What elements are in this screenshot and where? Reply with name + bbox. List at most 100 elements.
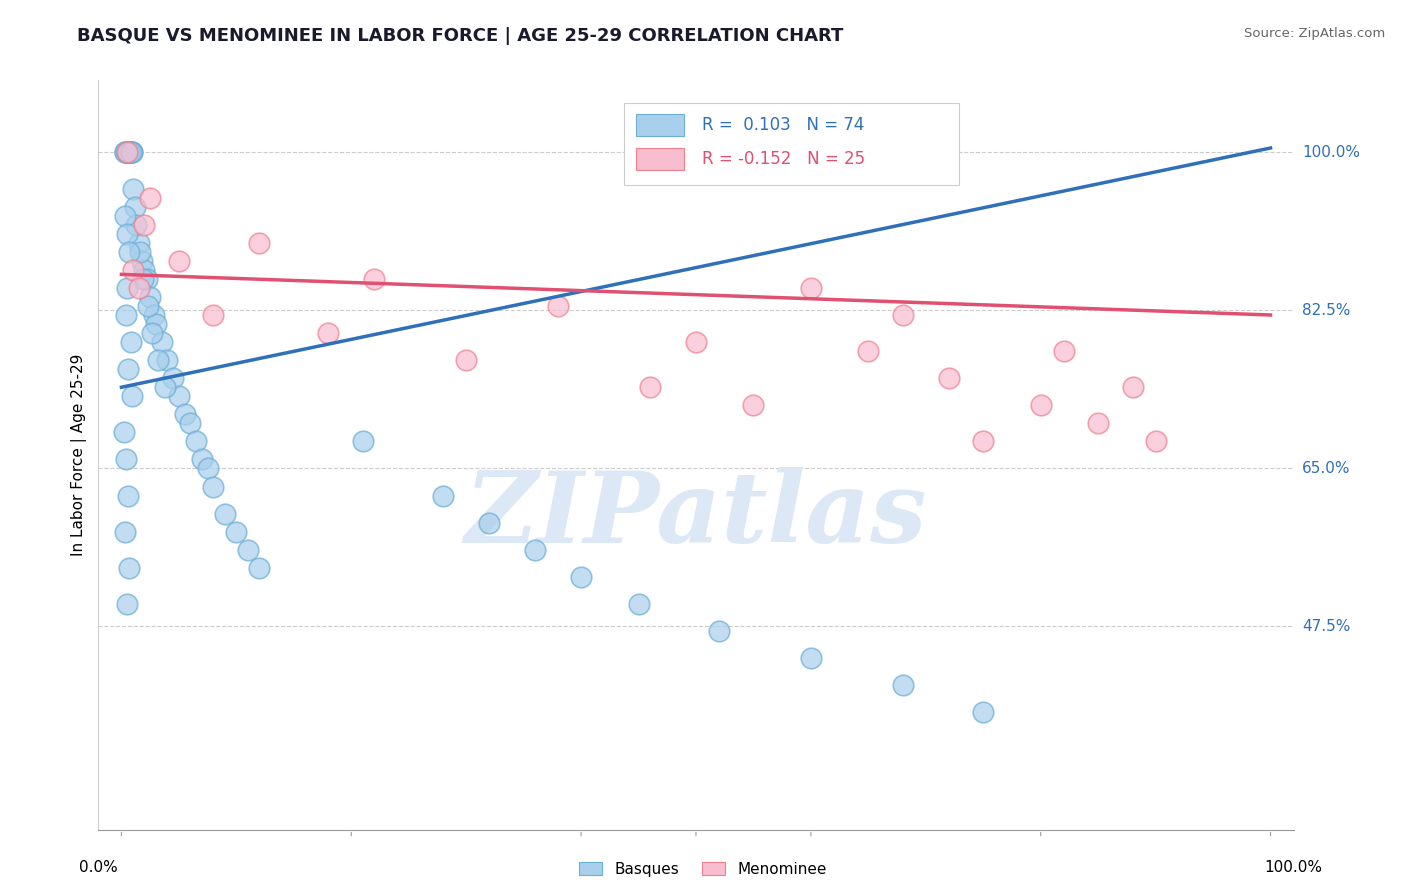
Point (236, 542, 259, 557)
Point (707, 624, 730, 638)
Point (627, 597, 650, 611)
Point (352, 434, 374, 449)
Point (202, 308, 225, 322)
Point (118, 244, 141, 259)
Point (316, 326, 339, 340)
Point (202, 479, 225, 493)
Point (638, 380, 661, 394)
Point (115, 597, 138, 611)
Point (524, 542, 547, 557)
Point (225, 524, 247, 539)
Point (891, 308, 914, 322)
Text: R = -0.152   N = 25: R = -0.152 N = 25 (702, 150, 865, 168)
Text: 100.0%: 100.0% (1264, 860, 1323, 874)
Point (114, 145, 136, 160)
Point (139, 191, 162, 205)
Point (115, 145, 138, 160)
Point (1087, 417, 1109, 431)
Point (131, 253, 153, 268)
Point (120, 145, 142, 160)
Point (167, 253, 190, 268)
Text: 65.0%: 65.0% (1302, 461, 1350, 476)
Point (153, 380, 176, 394)
Point (118, 145, 141, 160)
Point (115, 452, 138, 467)
Point (115, 145, 138, 160)
Point (118, 561, 141, 575)
Point (115, 145, 138, 160)
Point (858, 344, 880, 359)
Point (114, 145, 136, 160)
Point (118, 145, 141, 160)
Point (115, 308, 138, 322)
Legend: Basques, Menominee: Basques, Menominee (572, 854, 834, 884)
Point (115, 281, 138, 295)
Point (197, 461, 219, 475)
Bar (637, 114, 685, 136)
Point (1053, 344, 1076, 359)
Point (150, 334, 173, 349)
Text: R =  0.103   N = 74: R = 0.103 N = 74 (702, 116, 865, 134)
Point (179, 417, 201, 431)
Point (191, 452, 214, 467)
Point (112, 425, 135, 440)
Point (547, 299, 569, 313)
Point (800, 281, 823, 295)
Point (115, 145, 138, 160)
Point (134, 263, 156, 277)
Point (128, 281, 150, 295)
Point (156, 353, 179, 368)
Point (136, 299, 159, 313)
Point (115, 145, 138, 160)
Point (167, 389, 190, 403)
Point (114, 524, 136, 539)
Text: Source: ZipAtlas.com: Source: ZipAtlas.com (1244, 27, 1385, 40)
Point (184, 434, 207, 449)
Point (891, 678, 914, 692)
Point (115, 227, 138, 241)
Point (122, 181, 145, 195)
Text: 47.5%: 47.5% (1302, 619, 1350, 634)
Point (569, 570, 592, 584)
Point (685, 334, 707, 349)
Point (247, 235, 270, 250)
Y-axis label: In Labor Force | Age 25-29: In Labor Force | Age 25-29 (72, 354, 87, 556)
Point (139, 290, 162, 304)
Point (115, 145, 138, 160)
Text: 82.5%: 82.5% (1302, 303, 1350, 318)
Point (128, 235, 150, 250)
Point (938, 371, 960, 385)
Point (115, 145, 138, 160)
Point (1122, 380, 1144, 394)
Point (142, 308, 165, 322)
Point (124, 200, 146, 214)
Point (117, 362, 139, 376)
Point (972, 705, 994, 719)
Point (363, 272, 385, 286)
Point (141, 326, 163, 340)
Point (117, 145, 139, 160)
Point (120, 334, 142, 349)
Point (128, 244, 150, 259)
Point (1029, 398, 1052, 412)
Point (478, 516, 501, 530)
Point (132, 272, 155, 286)
Point (456, 353, 478, 368)
Point (125, 218, 148, 232)
Point (214, 507, 236, 521)
Point (162, 371, 184, 385)
Point (247, 561, 270, 575)
Text: BASQUE VS MENOMINEE IN LABOR FORCE | AGE 25-29 CORRELATION CHART: BASQUE VS MENOMINEE IN LABOR FORCE | AGE… (77, 27, 844, 45)
Point (148, 353, 170, 368)
Point (972, 434, 994, 449)
Point (117, 489, 139, 503)
Point (742, 398, 765, 412)
Point (135, 272, 157, 286)
Point (117, 145, 139, 160)
Point (1144, 434, 1167, 449)
Point (121, 389, 143, 403)
Text: ZIPatlas: ZIPatlas (465, 467, 927, 563)
FancyBboxPatch shape (624, 103, 959, 186)
Point (800, 651, 823, 665)
Text: 100.0%: 100.0% (1302, 145, 1360, 160)
